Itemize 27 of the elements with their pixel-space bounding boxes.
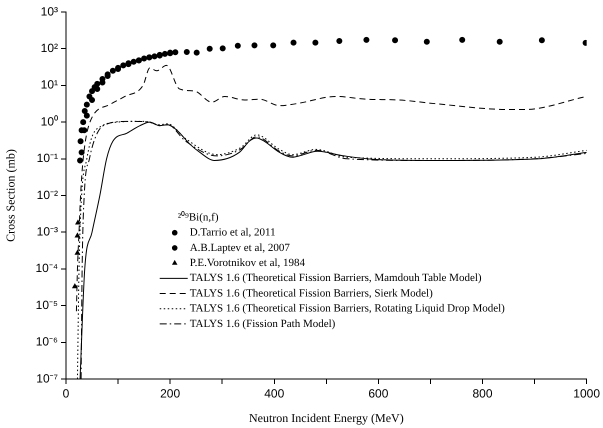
- x-tick-label: 1000: [573, 386, 600, 401]
- y-tick-label: 10¹: [40, 78, 58, 92]
- y-tick-label: 10⁻⁷: [36, 371, 58, 386]
- legend-title: ²⁰⁹Bi(n,f): [178, 210, 219, 224]
- legend-label: TALYS 1.6 (Theoretical Fission Barriers, Mamdouh Table Model): [190, 272, 482, 284]
- y-tick-label: 10⁻¹: [36, 151, 58, 166]
- legend-label: TALYS 1.6 (Fission Path Model): [190, 318, 336, 330]
- x-tick-label: 0: [62, 386, 70, 401]
- y-tick-label: 10⁻³: [36, 224, 58, 239]
- legend-label: TALYS 1.6 (Theoretical Fission Barriers, Sierk Model): [190, 287, 434, 300]
- x-tick-label: 600: [368, 386, 389, 401]
- legend-label: D.Tarrio et al, 2011: [190, 226, 276, 239]
- legend-label: TALYS 1.6 (Theoretical Fission Barriers, Rotating Liquid Drop Model): [190, 302, 506, 315]
- y-tick-label: 10⁰: [40, 114, 58, 128]
- x-tick-label: 400: [264, 386, 285, 401]
- x-tick-label: 800: [472, 386, 493, 401]
- x-tick-label: 200: [160, 386, 180, 401]
- y-tick-label: 10⁻²: [36, 188, 58, 202]
- legend-label: P.E.Vorotnikov et al, 1984: [190, 257, 306, 270]
- x-axis-title: Neutron Incident Energy (MeV): [248, 410, 404, 425]
- y-tick-label: 10⁻⁶: [36, 334, 58, 349]
- legend-label: A.B.Laptev et al, 2007: [190, 242, 290, 254]
- y-tick-label: 10³: [40, 4, 58, 18]
- y-tick-label: 10⁻⁵: [36, 298, 58, 312]
- y-tick-label: 10⁻⁴: [35, 261, 58, 276]
- y-axis-title: Cross Section (mb): [3, 149, 18, 242]
- y-tick-label: 10²: [40, 41, 58, 56]
